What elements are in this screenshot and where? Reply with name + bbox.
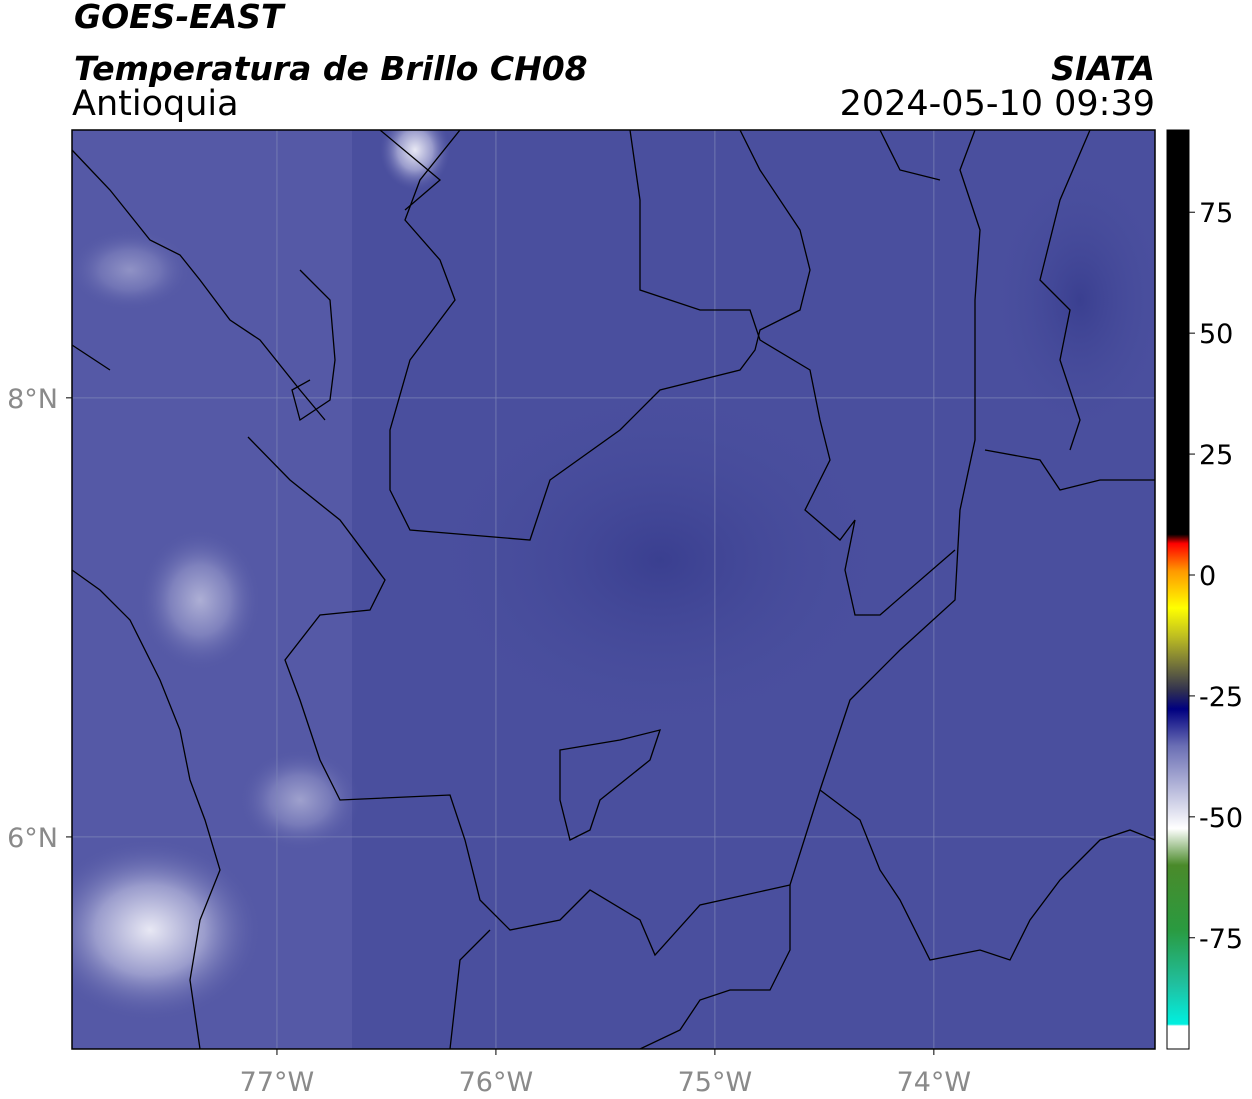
y-tick-label: 6°N bbox=[7, 823, 58, 854]
colorbar-tick-label: -75 bbox=[1199, 924, 1243, 955]
boundary bbox=[389, 130, 811, 541]
colorbar-tick-label: -50 bbox=[1199, 803, 1243, 834]
agency-label: SIATA bbox=[1051, 49, 1155, 88]
cold-cloud bbox=[72, 840, 260, 1020]
x-tick-label: 77°W bbox=[240, 1067, 315, 1098]
colorbar-tick-label: -25 bbox=[1199, 682, 1243, 713]
boundary bbox=[247, 130, 981, 957]
boundary bbox=[559, 729, 661, 841]
boundary bbox=[72, 569, 221, 1049]
cold-cloud bbox=[380, 130, 450, 190]
map-area bbox=[72, 130, 1155, 1049]
colorbar-tick-label: 25 bbox=[1199, 440, 1233, 471]
colorbar bbox=[1166, 129, 1190, 1050]
map-frame bbox=[71, 129, 1156, 1050]
y-tick-label: 8°N bbox=[7, 384, 58, 415]
timestamp: 2024-05-10 09:39 bbox=[840, 84, 1155, 124]
warm-region bbox=[420, 380, 900, 740]
boundary bbox=[879, 130, 1155, 491]
cold-cloud bbox=[72, 230, 190, 310]
satellite-title: GOES-EAST bbox=[74, 0, 286, 36]
colorbar-tick-label: 50 bbox=[1199, 319, 1233, 350]
cold-cloud bbox=[240, 750, 360, 850]
x-tick-label: 75°W bbox=[678, 1067, 753, 1098]
coastline bbox=[72, 130, 442, 422]
region-label: Antioquia bbox=[72, 84, 239, 124]
cold-cloud bbox=[140, 530, 260, 670]
warm-region bbox=[990, 160, 1155, 440]
boundary bbox=[449, 789, 1155, 1049]
colorbar-tick-label: 0 bbox=[1199, 561, 1216, 592]
x-tick-label: 74°W bbox=[897, 1067, 972, 1098]
boundary bbox=[629, 130, 956, 616]
x-tick-label: 76°W bbox=[459, 1067, 534, 1098]
product-title: Temperatura de Brillo CH08 bbox=[74, 49, 588, 88]
colorbar-tick-label: 75 bbox=[1199, 198, 1233, 229]
